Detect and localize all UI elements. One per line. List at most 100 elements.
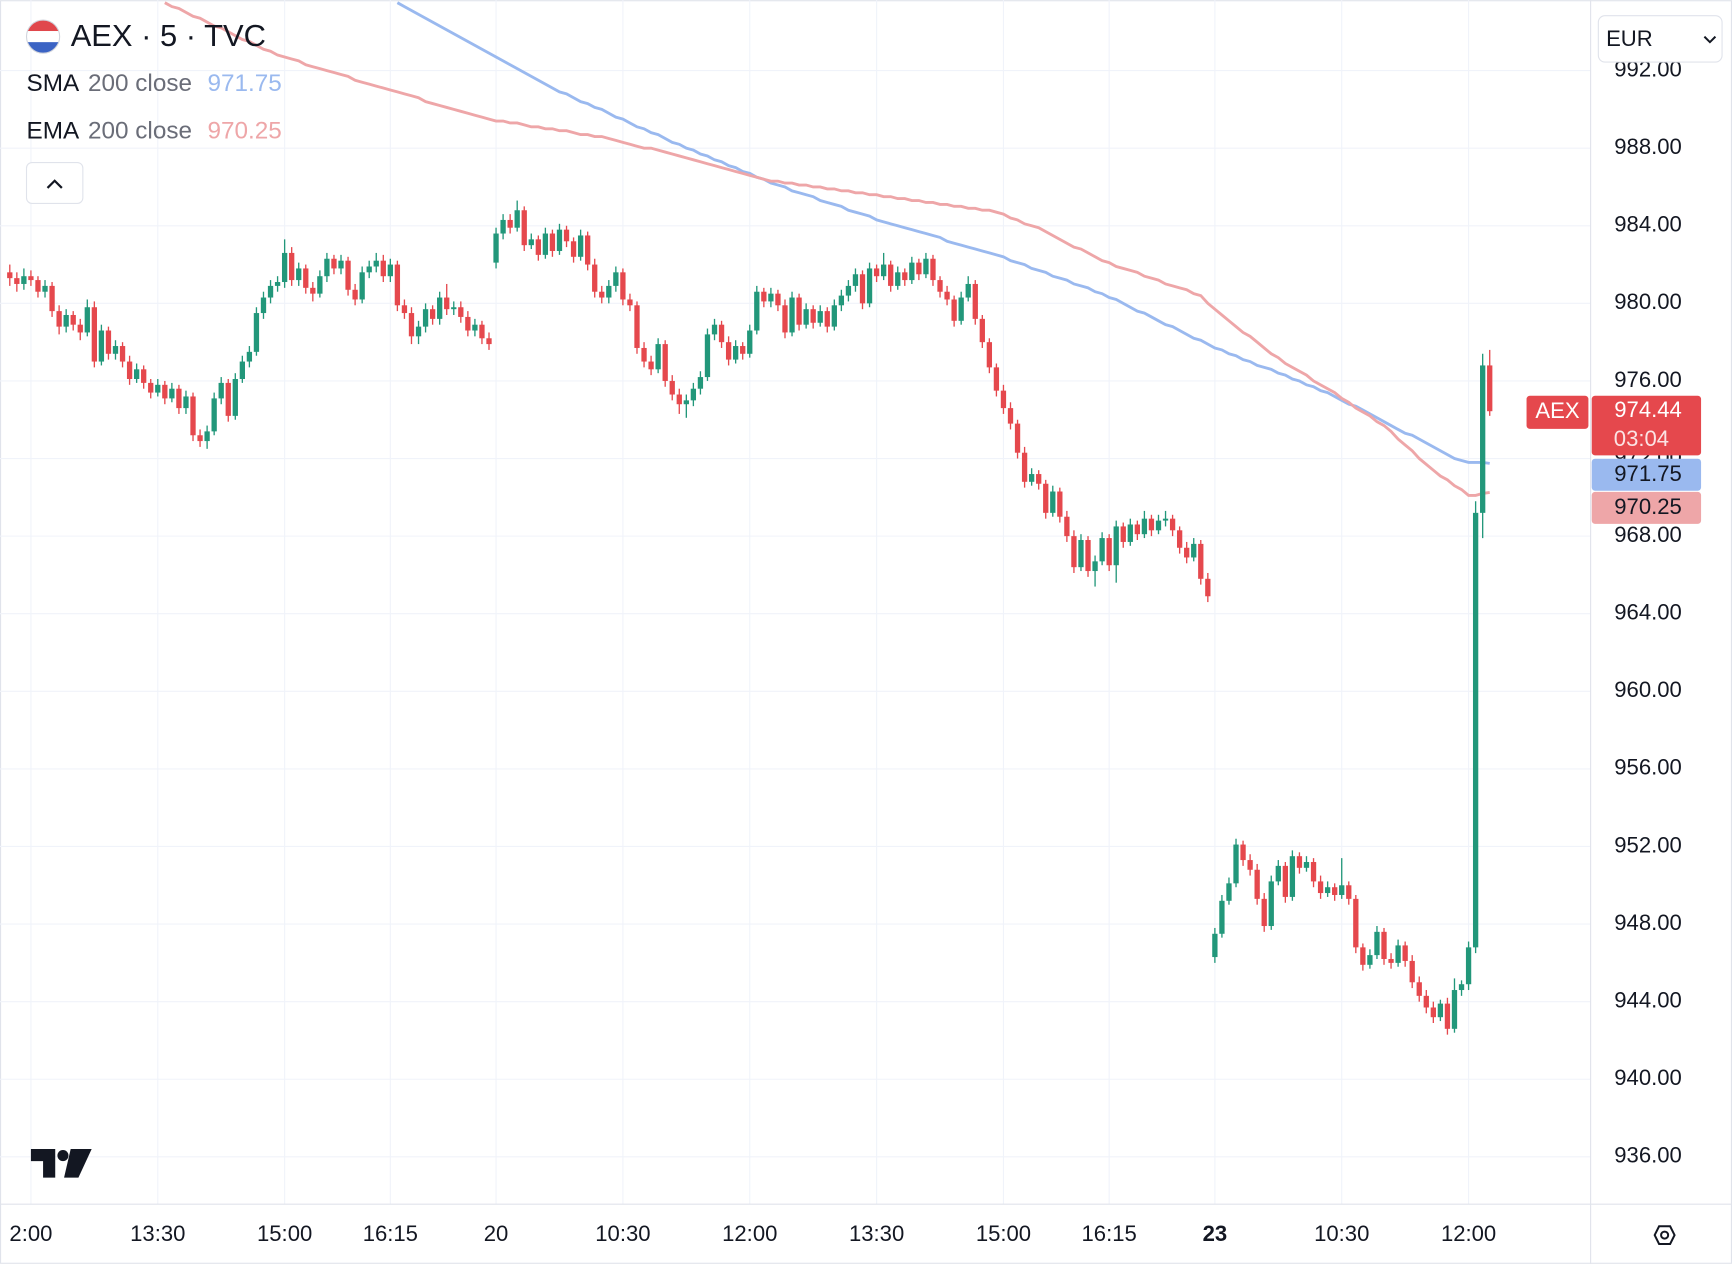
legend-name: SMA	[27, 71, 80, 98]
candle-body	[1155, 520, 1162, 531]
candle-body	[1458, 984, 1465, 991]
y-tick-label: 956.00	[1614, 755, 1682, 780]
candle-body	[239, 361, 245, 380]
candle-body	[1416, 982, 1422, 996]
candle-body	[493, 233, 499, 263]
candle-body	[1472, 512, 1479, 948]
candle-body	[810, 309, 816, 323]
settings-icon[interactable]	[1653, 1225, 1676, 1245]
candle-body	[1028, 474, 1035, 482]
candle-body	[486, 338, 492, 345]
candle-body	[1451, 990, 1458, 1029]
legend-entry: EMA 200 close 970.25	[27, 118, 282, 145]
candle-body	[859, 274, 866, 304]
candle-body	[141, 369, 147, 383]
candle-body	[458, 307, 464, 317]
candle-body	[394, 264, 401, 306]
candle-body	[528, 239, 534, 246]
candle-body	[965, 283, 971, 298]
candle-body	[535, 239, 541, 255]
candle-body	[176, 388, 182, 409]
candle-body	[1212, 933, 1218, 958]
candle-body	[366, 266, 372, 273]
candle-body	[704, 334, 711, 378]
legend: SMA 200 close 971.75 EMA 200 close 970.25	[27, 71, 282, 145]
collapse-button[interactable]	[25, 161, 84, 204]
candle-body	[1395, 945, 1401, 963]
candle-body	[169, 388, 175, 399]
candle-body	[1310, 862, 1317, 882]
candle-body	[204, 431, 210, 442]
candle-body	[1275, 865, 1281, 882]
candle-body	[1021, 452, 1028, 482]
candle-body	[958, 297, 964, 321]
candle-body	[937, 280, 943, 292]
x-tick-label: 13:30	[849, 1221, 904, 1246]
candle-body	[324, 258, 330, 277]
candle-body	[373, 260, 379, 267]
candle-body	[429, 309, 436, 319]
countdown: 03:04	[1614, 426, 1669, 451]
candle-body	[444, 297, 450, 310]
indicator-tag	[1591, 458, 1702, 491]
candle-body	[1437, 1003, 1444, 1018]
candle-body	[479, 324, 485, 339]
candle-body	[1332, 887, 1338, 895]
candle-body	[592, 264, 598, 292]
candle-body	[549, 233, 556, 251]
candle-body	[310, 287, 316, 294]
candle-body	[246, 351, 253, 362]
candle-body	[761, 291, 767, 302]
candle-body	[14, 278, 20, 284]
candle-body	[1247, 860, 1253, 870]
candle-body	[711, 324, 718, 335]
candle-body	[824, 311, 830, 327]
candle-body	[620, 272, 626, 300]
candle-body	[21, 276, 27, 284]
candle-body	[1360, 947, 1366, 965]
candle-body	[1106, 538, 1112, 566]
candle-body	[1374, 931, 1380, 956]
candle-body	[1346, 885, 1352, 899]
candle-body	[1007, 408, 1014, 424]
candle-body	[930, 258, 936, 281]
candle-body	[838, 295, 845, 306]
candle-body	[606, 285, 612, 298]
currency-button[interactable]	[1597, 15, 1723, 63]
candle-body	[697, 377, 704, 389]
plot-layer	[7, 1, 1493, 1035]
candle-body	[415, 326, 422, 337]
indicator-tag-value: 970.25	[1614, 494, 1682, 519]
candle-body	[1480, 365, 1486, 513]
candle-body	[1423, 995, 1429, 1008]
candle-body	[1240, 844, 1246, 861]
candle-body	[1219, 900, 1225, 934]
candle-body	[197, 435, 203, 442]
candle-body	[1402, 945, 1408, 961]
candle-body	[648, 361, 654, 370]
candle-body	[338, 260, 344, 269]
x-tick-label: 23	[1203, 1221, 1228, 1246]
candle-body	[599, 291, 605, 298]
price-tag	[1591, 395, 1702, 456]
candle-body	[1303, 862, 1310, 868]
candle-body	[49, 285, 55, 312]
candle-body	[155, 384, 161, 393]
candle-body	[119, 346, 126, 362]
candle-body	[747, 330, 753, 354]
candle-body	[1036, 474, 1042, 484]
candle-body	[1162, 518, 1169, 521]
y-tick-label: 988.00	[1614, 134, 1682, 159]
candle-body	[754, 291, 760, 331]
x-tick-label: 15:00	[976, 1221, 1031, 1246]
candle-body	[401, 305, 408, 314]
candle-body	[465, 316, 471, 331]
candle-body	[1127, 524, 1133, 542]
candle-body	[916, 262, 922, 275]
candle-body	[1141, 518, 1148, 535]
y-tick-label: 968.00	[1614, 522, 1682, 547]
candle-body	[831, 305, 837, 327]
candle-body	[352, 289, 358, 300]
